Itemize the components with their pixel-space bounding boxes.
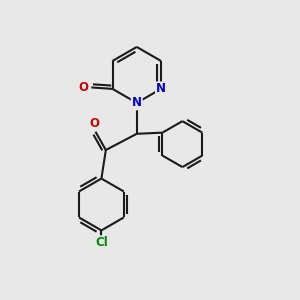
Text: N: N — [132, 96, 142, 110]
Text: O: O — [89, 117, 99, 130]
Text: O: O — [78, 81, 88, 94]
Text: Cl: Cl — [95, 236, 108, 249]
Text: N: N — [156, 82, 166, 95]
